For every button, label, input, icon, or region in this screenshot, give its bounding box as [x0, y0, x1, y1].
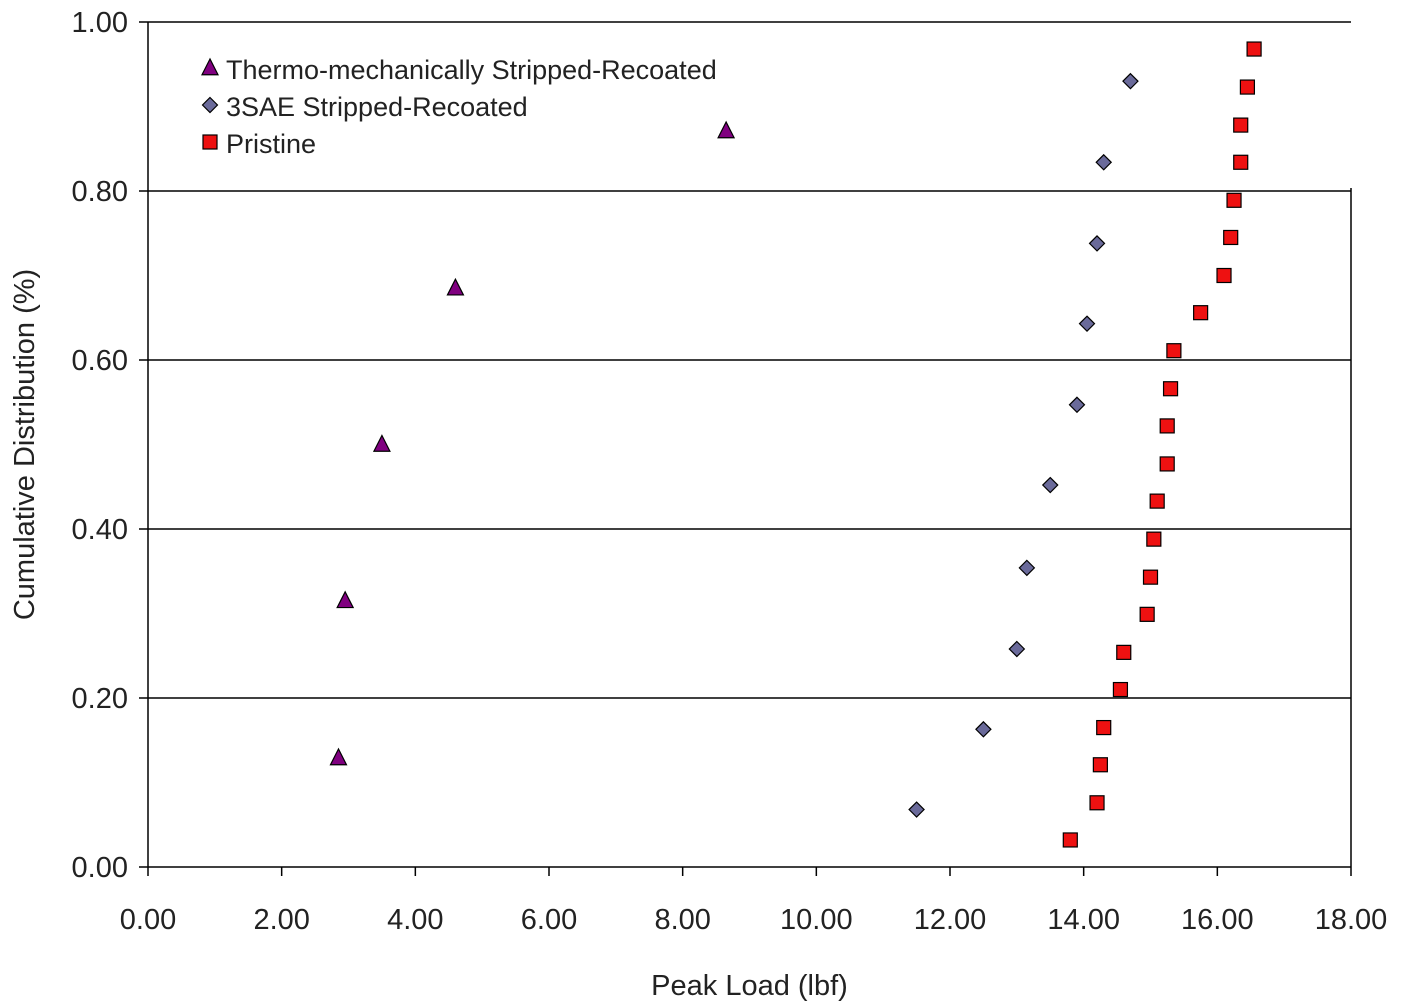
data-point-square — [1116, 644, 1132, 660]
data-point-square — [1149, 493, 1165, 509]
data-point-square — [1062, 832, 1078, 848]
data-point-diamond — [1122, 72, 1139, 90]
x-tick-label: 2.00 — [253, 904, 309, 936]
data-point-diamond — [908, 801, 925, 818]
x-tick-label: 16.00 — [1181, 904, 1254, 936]
series-2 — [1062, 41, 1262, 848]
legend-label: Pristine — [226, 129, 316, 159]
legend: Thermo-mechanically Stripped-Recoated 3SA… — [201, 55, 717, 159]
data-point-triangle — [372, 434, 391, 452]
y-tick-label: 0.80 — [72, 176, 128, 208]
x-tick-label: 0.00 — [120, 904, 176, 936]
legend-item: Thermo-mechanically Stripped-Recoated — [201, 55, 717, 85]
data-point-square — [1223, 229, 1239, 246]
tick-labels: 0.00 0.20 0.40 0.60 0.80 1.00 0.00 2.00 4.00 6.00… — [72, 7, 1388, 936]
data-point-square — [1159, 418, 1175, 434]
data-point-diamond — [1095, 153, 1113, 171]
data-point-square — [1139, 606, 1155, 622]
data-point-square — [1239, 79, 1256, 95]
data-point-triangle — [329, 747, 348, 766]
data-point-square — [1142, 569, 1159, 585]
x-tick-label: 8.00 — [654, 904, 710, 936]
legend-marker-square — [202, 134, 218, 150]
legend-marker-diamond — [201, 96, 219, 114]
legend-item: Pristine — [202, 129, 316, 159]
y-axis-title: Cumulative Distribution (%) — [9, 269, 41, 620]
data-point-diamond — [1088, 235, 1106, 252]
data-point-square — [1146, 531, 1162, 547]
axes — [139, 21, 1352, 876]
data-point-square — [1092, 757, 1108, 773]
data-point-triangle — [717, 120, 736, 139]
data-point-square — [1162, 381, 1179, 397]
y-tick-label: 1.00 — [72, 7, 128, 39]
legend-marker-triangle — [201, 57, 219, 76]
y-tick-label: 0.20 — [72, 683, 128, 715]
data-point-diamond — [975, 720, 992, 738]
data-point-diamond — [1078, 315, 1096, 333]
y-tick-label: 0.60 — [72, 345, 128, 377]
data-point-triangle — [336, 590, 355, 609]
x-tick-label: 4.00 — [387, 904, 443, 936]
data-point-diamond — [1068, 396, 1086, 414]
data-points — [329, 41, 1262, 848]
x-tick-label: 10.00 — [780, 904, 853, 936]
x-tick-label: 6.00 — [521, 904, 577, 936]
data-point-square — [1216, 267, 1232, 284]
legend-label: Thermo-mechanically Stripped-Recoated — [226, 55, 717, 85]
data-point-square — [1193, 305, 1209, 321]
data-point-square — [1166, 343, 1182, 359]
data-point-square — [1096, 719, 1112, 736]
data-point-diamond — [1018, 559, 1036, 577]
x-tick-label: 14.00 — [1047, 904, 1120, 936]
y-tick-label: 0.00 — [72, 852, 128, 884]
y-tick-label: 0.40 — [72, 514, 128, 546]
data-point-square — [1246, 41, 1262, 57]
data-point-square — [1089, 795, 1105, 811]
series-1 — [908, 72, 1139, 818]
data-point-square — [1159, 456, 1175, 472]
data-point-diamond — [1008, 640, 1026, 658]
x-tick-label: 18.00 — [1315, 904, 1388, 936]
data-point-square — [1233, 154, 1249, 170]
data-point-square — [1112, 681, 1129, 698]
legend-label: 3SAE Stripped-Recoated — [226, 92, 528, 122]
data-point-diamond — [1041, 476, 1059, 494]
legend-item: 3SAE Stripped-Recoated — [201, 92, 528, 122]
gridlines — [148, 21, 1351, 699]
x-tick-label: 12.00 — [914, 904, 987, 936]
series-0 — [329, 120, 736, 766]
data-point-square — [1226, 192, 1242, 208]
x-axis-title: Peak Load (lbf) — [651, 970, 848, 1002]
data-point-square — [1233, 117, 1249, 133]
data-point-triangle — [446, 277, 465, 296]
